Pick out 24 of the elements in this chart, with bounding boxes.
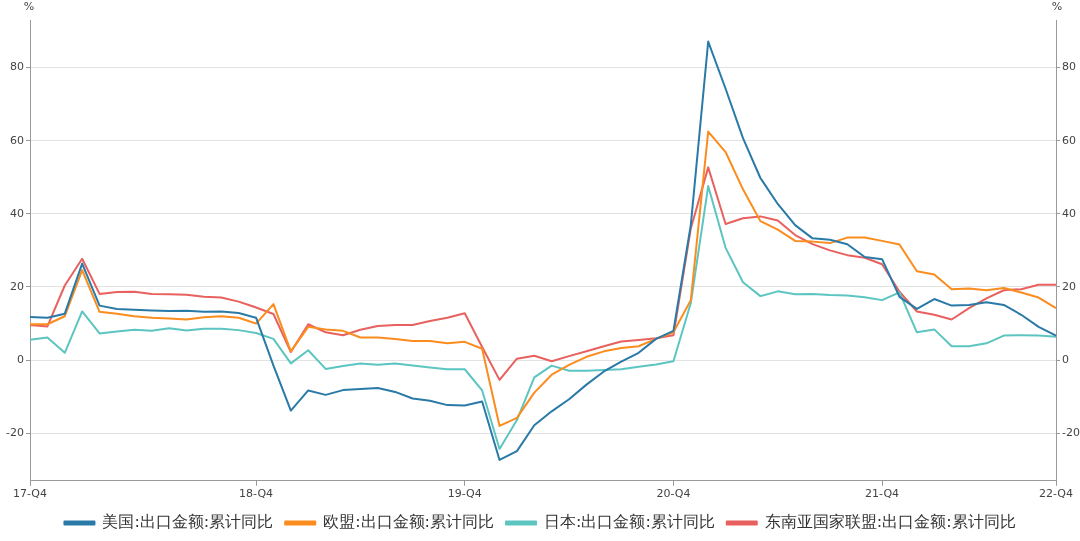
legend-label: 日本:出口金额:累计同比 [544,512,715,532]
y2-tick-label: 60 [1062,133,1076,147]
y2-axis-title: % [1051,0,1063,14]
legend-label: 美国:出口金额:累计同比 [102,512,274,532]
y-tick-label: 40 [10,206,24,220]
y2-tick-label: 0 [1062,352,1069,366]
x-tick-label: 17-Q4 [12,487,48,501]
x-tick-label: 22-Q4 [1038,487,1074,501]
y-axis-title: % [23,0,35,14]
y2-tick-label: 40 [1062,206,1076,220]
x-tick-label: 19-Q4 [447,487,482,501]
y-tick-label: 20 [10,279,24,293]
y-tick-label: 80 [10,60,24,74]
y2-tick-label: 20 [1062,279,1076,293]
y2-tick-label: 80 [1062,60,1076,74]
y-tick-label: 0 [17,352,24,366]
y2-tick-label: -20 [1062,426,1080,440]
x-tick-label: 21-Q4 [865,487,900,501]
x-tick-label: 20-Q4 [656,487,691,501]
x-tick-label: 18-Q4 [239,487,274,501]
legend-label: 欧盟:出口金额:累计同比 [323,512,494,532]
legend-label: 东南亚国家联盟:出口金额:累计同比 [764,512,1016,532]
y-tick-label: -20 [6,426,24,440]
y-tick-label: 60 [10,133,24,147]
